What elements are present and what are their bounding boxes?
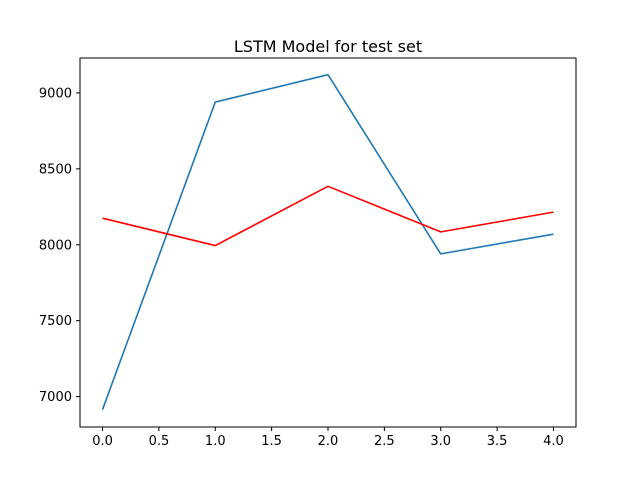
x-tick-label: 4.0 <box>543 434 564 449</box>
series-line-1 <box>101 73 554 410</box>
x-tick-label: 1.5 <box>261 434 282 449</box>
plot-area-frame <box>79 57 577 428</box>
x-tick-label: 3.0 <box>430 434 451 449</box>
y-tick-label: 7000 <box>39 390 72 405</box>
x-tick-label: 3.5 <box>487 434 508 449</box>
x-tick-label: 0.0 <box>92 434 113 449</box>
y-tick-label: 8000 <box>39 238 72 253</box>
y-axis-ticks: 7000 7500 8000 8500 9000 <box>39 86 80 405</box>
x-tick-label: 1.0 <box>205 434 226 449</box>
x-tick-label: 2.0 <box>318 434 339 449</box>
y-tick-label: 7500 <box>39 314 72 329</box>
x-axis-ticks: 0.0 0.5 1.0 1.5 2.0 2.5 3.0 3.5 4.0 <box>92 427 564 449</box>
series-line-2 <box>102 185 554 247</box>
x-tick-label: 0.5 <box>149 434 170 449</box>
y-tick-label: 9000 <box>39 86 72 101</box>
x-tick-label: 2.5 <box>374 434 395 449</box>
series-layer <box>101 73 554 410</box>
chart-title: LSTM Model for test set <box>234 37 422 56</box>
y-tick-label: 8500 <box>39 162 72 177</box>
